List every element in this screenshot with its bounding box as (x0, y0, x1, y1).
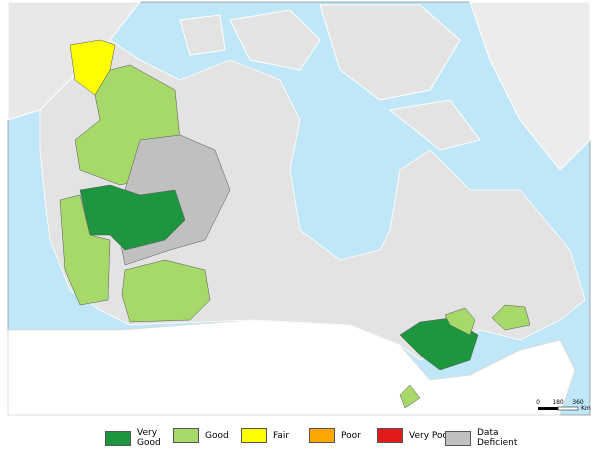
legend-swatch (241, 428, 267, 443)
region (444, 307, 476, 336)
region (491, 304, 531, 331)
legend-label: Poor (341, 430, 361, 441)
legend-swatch (445, 430, 471, 446)
legend: Very Good Good Fair Poor Very Poor Data Defic… (105, 420, 525, 460)
region (399, 317, 479, 371)
legend-swatch (173, 428, 199, 443)
region (121, 259, 211, 323)
region (79, 184, 186, 251)
scale-label: 180 (552, 399, 564, 406)
legend-label: Fair (273, 430, 290, 441)
region (399, 384, 421, 409)
legend-label: Data Deficient (477, 428, 518, 448)
legend-item: Fair (241, 428, 317, 443)
legend-label: Good (205, 430, 229, 441)
legend-label: Very Good (137, 428, 161, 448)
legend-item: Good (173, 428, 249, 443)
island (388, 99, 481, 151)
hudson-bay (300, 150, 390, 250)
legend-item: Very Poor (377, 428, 453, 443)
legend-swatch (309, 428, 335, 443)
scale-unit: Km (581, 405, 591, 412)
island (179, 14, 226, 56)
scale-bar (538, 407, 558, 410)
legend-item: Very Good (105, 428, 181, 448)
scale-label: 0 (536, 399, 540, 406)
map: 0 180 360 Km (7, 1, 591, 416)
scale-label: 360 (572, 399, 584, 406)
greenland (469, 1, 591, 171)
island (229, 9, 321, 71)
legend-swatch (105, 430, 131, 446)
legend-item: Data Deficient (445, 428, 521, 448)
scale-bar (557, 406, 579, 411)
region (59, 194, 111, 306)
legend-swatch (377, 428, 403, 443)
legend-item: Poor (309, 428, 385, 443)
island (319, 4, 461, 101)
legend-label: Very Poor (409, 430, 452, 441)
